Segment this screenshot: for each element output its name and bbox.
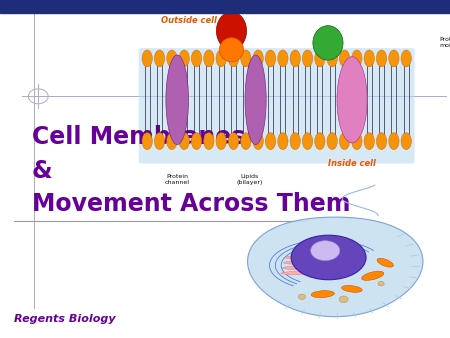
Ellipse shape	[376, 50, 387, 67]
Ellipse shape	[266, 50, 276, 67]
Ellipse shape	[302, 133, 313, 150]
Ellipse shape	[339, 50, 350, 67]
Text: Protein
channel: Protein channel	[165, 174, 190, 185]
Ellipse shape	[315, 50, 325, 67]
Ellipse shape	[327, 133, 338, 150]
Ellipse shape	[191, 133, 202, 150]
Ellipse shape	[362, 271, 384, 281]
Text: Outside cell: Outside cell	[162, 16, 217, 25]
Text: Protein
molecule: Protein molecule	[440, 38, 450, 48]
Ellipse shape	[166, 55, 189, 145]
Ellipse shape	[389, 133, 399, 150]
Text: Cell Membranes: Cell Membranes	[32, 125, 245, 149]
Text: Lipids
(bilayer): Lipids (bilayer)	[236, 174, 263, 185]
Ellipse shape	[154, 133, 165, 150]
Ellipse shape	[166, 50, 177, 67]
Ellipse shape	[204, 133, 214, 150]
Ellipse shape	[241, 50, 251, 67]
Ellipse shape	[401, 133, 411, 150]
Ellipse shape	[285, 256, 310, 259]
Ellipse shape	[327, 50, 338, 67]
Text: Movement Across Them: Movement Across Them	[32, 192, 350, 217]
Ellipse shape	[220, 38, 243, 62]
Ellipse shape	[142, 133, 153, 150]
Ellipse shape	[228, 50, 238, 67]
Ellipse shape	[313, 26, 343, 60]
Ellipse shape	[290, 133, 301, 150]
Ellipse shape	[253, 133, 263, 150]
Ellipse shape	[228, 133, 238, 150]
Ellipse shape	[266, 133, 276, 150]
Text: Inside cell: Inside cell	[328, 159, 376, 168]
Text: Protein molecule: Protein molecule	[234, 0, 302, 9]
Ellipse shape	[245, 55, 266, 145]
Bar	[0, 0, 450, 13]
Ellipse shape	[352, 50, 362, 67]
Ellipse shape	[302, 50, 313, 67]
Ellipse shape	[278, 50, 288, 67]
Ellipse shape	[191, 50, 202, 67]
Ellipse shape	[166, 133, 177, 150]
Ellipse shape	[364, 50, 374, 67]
Ellipse shape	[342, 286, 362, 292]
Ellipse shape	[179, 50, 189, 67]
Text: &: &	[32, 159, 52, 183]
Ellipse shape	[291, 235, 366, 280]
Ellipse shape	[154, 50, 165, 67]
Circle shape	[339, 296, 348, 303]
Ellipse shape	[339, 133, 350, 150]
Ellipse shape	[352, 133, 362, 150]
Ellipse shape	[377, 258, 393, 267]
Text: Regents Biology: Regents Biology	[14, 314, 115, 324]
Circle shape	[298, 294, 306, 299]
Ellipse shape	[216, 50, 226, 67]
Ellipse shape	[315, 133, 325, 150]
Ellipse shape	[241, 133, 251, 150]
Polygon shape	[248, 217, 423, 317]
Ellipse shape	[376, 133, 387, 150]
Ellipse shape	[278, 133, 288, 150]
Ellipse shape	[142, 50, 153, 67]
Ellipse shape	[337, 57, 367, 143]
FancyBboxPatch shape	[139, 48, 414, 164]
Circle shape	[378, 281, 384, 286]
Ellipse shape	[389, 50, 399, 67]
Ellipse shape	[401, 50, 411, 67]
Ellipse shape	[283, 266, 313, 269]
Ellipse shape	[311, 291, 334, 298]
Ellipse shape	[204, 50, 214, 67]
Ellipse shape	[290, 50, 301, 67]
Ellipse shape	[179, 133, 189, 150]
Ellipse shape	[281, 272, 315, 275]
Ellipse shape	[310, 241, 340, 261]
Ellipse shape	[364, 133, 374, 150]
Ellipse shape	[216, 133, 226, 150]
Ellipse shape	[284, 261, 312, 264]
Ellipse shape	[253, 50, 263, 67]
Ellipse shape	[216, 12, 247, 50]
